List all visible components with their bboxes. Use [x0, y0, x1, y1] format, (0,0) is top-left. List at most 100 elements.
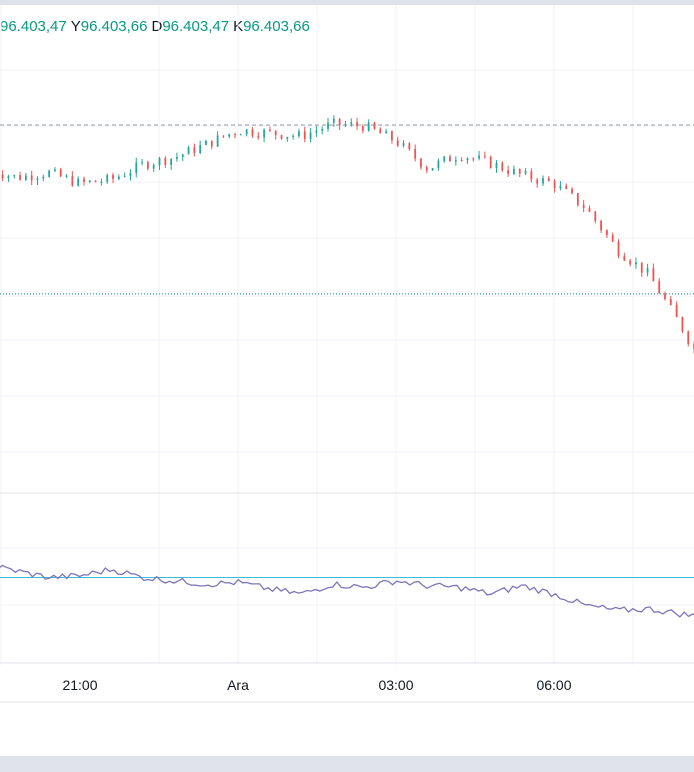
bottom-border: [0, 756, 694, 772]
candle-body: [251, 129, 254, 136]
candle-body: [501, 163, 504, 171]
candle-body: [176, 156, 178, 159]
candle-body: [600, 220, 602, 231]
candle-body: [170, 158, 173, 165]
candle-body: [257, 135, 260, 138]
candle-body: [54, 169, 56, 171]
candle-body: [181, 154, 184, 157]
candle-body: [164, 158, 167, 165]
candle-body: [356, 122, 358, 127]
candle-body: [687, 331, 690, 344]
candle-body: [36, 178, 39, 181]
candle-body: [431, 168, 434, 171]
candle-body: [30, 175, 33, 181]
candle-body: [391, 131, 393, 141]
candle-body: [71, 175, 74, 186]
candle-body: [1, 174, 4, 179]
candle-body: [518, 169, 521, 174]
close-value: 96.403,66: [243, 18, 310, 35]
candle-body: [466, 158, 469, 161]
candle-body: [117, 176, 120, 179]
top-border: [0, 0, 694, 5]
candle-body: [146, 162, 149, 169]
candle-body: [646, 268, 649, 273]
candle-body: [524, 171, 527, 174]
candle-body: [606, 230, 608, 236]
candle-body: [489, 156, 492, 168]
candle-body: [332, 118, 335, 123]
candle-body: [327, 122, 329, 129]
candle-body: [425, 167, 428, 171]
candle-body: [88, 180, 91, 182]
candle-body: [129, 173, 132, 177]
candle-body: [187, 147, 190, 155]
candle-body: [379, 128, 382, 134]
candle-body: [588, 208, 591, 212]
candle-body: [507, 170, 510, 174]
candle-body: [269, 129, 271, 131]
oscillator-line: [0, 564, 694, 618]
candle-body: [222, 135, 225, 137]
candle-body: [65, 175, 68, 177]
candle-body: [321, 128, 324, 131]
candle-body: [298, 131, 300, 136]
candle-body: [396, 140, 399, 146]
candle-body: [77, 178, 80, 186]
candle-body: [280, 135, 283, 139]
candle-body: [135, 162, 138, 174]
candle-body: [530, 171, 533, 180]
candle-body: [675, 304, 678, 318]
candle-body: [292, 135, 295, 137]
candle-body: [152, 165, 155, 169]
candle-body: [350, 122, 353, 125]
candle-body: [48, 170, 51, 177]
candle-body: [547, 178, 550, 182]
candle-body: [205, 140, 207, 145]
candle-body: [19, 175, 21, 180]
candle-body: [460, 159, 463, 161]
high-label: Y: [70, 18, 81, 35]
candle-body: [239, 134, 242, 136]
candle-body: [629, 260, 632, 265]
candle-body: [478, 155, 480, 159]
candle-body: [303, 131, 306, 139]
candle-body: [408, 143, 411, 150]
candle-body: [367, 122, 370, 131]
candle-body: [263, 129, 265, 138]
candle-body: [472, 158, 475, 160]
candle-body: [234, 134, 236, 136]
candle-body: [565, 185, 568, 189]
candle-body: [513, 169, 515, 174]
candle-body: [106, 175, 109, 182]
candle-body: [83, 178, 85, 182]
candle-body: [94, 180, 97, 183]
candle-body: [414, 149, 417, 159]
candle-body: [274, 130, 277, 136]
candle-body: [402, 143, 405, 146]
candle-body: [483, 155, 486, 157]
candle-body: [309, 132, 312, 139]
candle-body: [385, 131, 388, 134]
candle-body: [112, 175, 114, 179]
candle-body: [640, 262, 643, 273]
candle-body: [617, 241, 620, 256]
candle-body: [42, 176, 45, 179]
candle-body: [437, 160, 440, 169]
candle-body: [216, 135, 219, 147]
candle-body: [344, 124, 347, 126]
candle-body: [559, 185, 562, 189]
candle-body: [623, 255, 626, 261]
candle-body: [536, 179, 539, 184]
candle-body: [158, 158, 161, 166]
time-axis-label: 03:00: [378, 677, 413, 693]
candle-body: [681, 317, 684, 332]
candle-body: [449, 156, 451, 162]
candle-body: [7, 176, 10, 179]
candle-body: [658, 281, 661, 294]
low-label: D: [151, 18, 163, 35]
time-axis-label: 06:00: [536, 677, 571, 693]
candle-body: [123, 176, 126, 178]
candle-body: [59, 169, 62, 177]
candle-body: [193, 147, 196, 154]
